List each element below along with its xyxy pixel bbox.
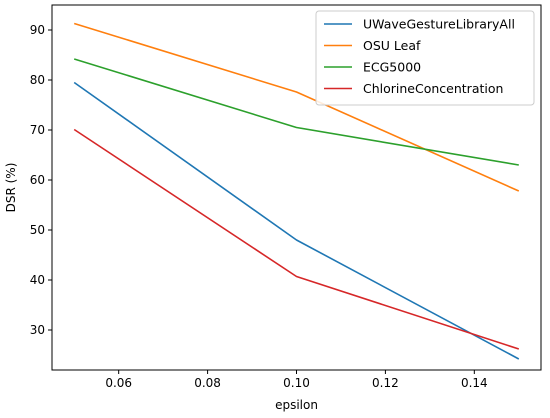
y-tick-label: 30 bbox=[30, 323, 45, 337]
legend-label: UWaveGestureLibraryAll bbox=[363, 17, 515, 32]
x-tick-label: 0.10 bbox=[283, 376, 310, 390]
series-line-1 bbox=[73, 81, 520, 360]
y-tick-label: 80 bbox=[30, 73, 45, 87]
y-axis-label: DSR (%) bbox=[4, 163, 18, 213]
y-tick-label: 40 bbox=[30, 273, 45, 287]
x-tick-label: 0.12 bbox=[372, 376, 399, 390]
y-tick-label: 70 bbox=[30, 123, 45, 137]
legend-label: OSU Leaf bbox=[363, 38, 421, 53]
legend-box bbox=[315, 10, 535, 106]
series-line-2 bbox=[73, 22, 520, 192]
series-layer bbox=[73, 22, 520, 360]
y-tick-label: 50 bbox=[30, 223, 45, 237]
legend-label: ChlorineConcentration bbox=[363, 81, 503, 96]
legend: UWaveGestureLibraryAll OSU Leaf ECG5000 Chl… bbox=[315, 10, 535, 106]
series-line-4 bbox=[73, 128, 520, 350]
y-axis-ticks: 30 40 50 60 70 80 90 bbox=[30, 23, 52, 337]
x-axis-ticks: 0.06 0.08 0.10 0.12 0.14 bbox=[105, 370, 488, 390]
legend-label: ECG5000 bbox=[363, 60, 421, 75]
x-tick-label: 0.08 bbox=[194, 376, 221, 390]
series-line-3 bbox=[73, 58, 519, 166]
y-tick-label: 60 bbox=[30, 173, 45, 187]
x-tick-label: 0.14 bbox=[461, 376, 488, 390]
x-axis-label: epsilon bbox=[275, 398, 318, 412]
x-tick-label: 0.06 bbox=[105, 376, 132, 390]
y-tick-label: 90 bbox=[30, 23, 45, 37]
